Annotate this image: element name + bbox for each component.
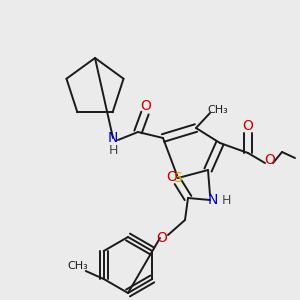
Text: CH₃: CH₃ <box>208 105 228 115</box>
Text: O: O <box>157 231 167 245</box>
Text: CH₃: CH₃ <box>68 261 88 271</box>
Text: S: S <box>174 171 182 185</box>
Text: N: N <box>208 193 218 207</box>
Text: N: N <box>108 131 118 145</box>
Text: H: H <box>221 194 231 206</box>
Text: O: O <box>265 153 275 167</box>
Text: O: O <box>243 119 254 133</box>
Text: H: H <box>108 143 118 157</box>
Text: O: O <box>167 170 177 184</box>
Text: O: O <box>141 99 152 113</box>
